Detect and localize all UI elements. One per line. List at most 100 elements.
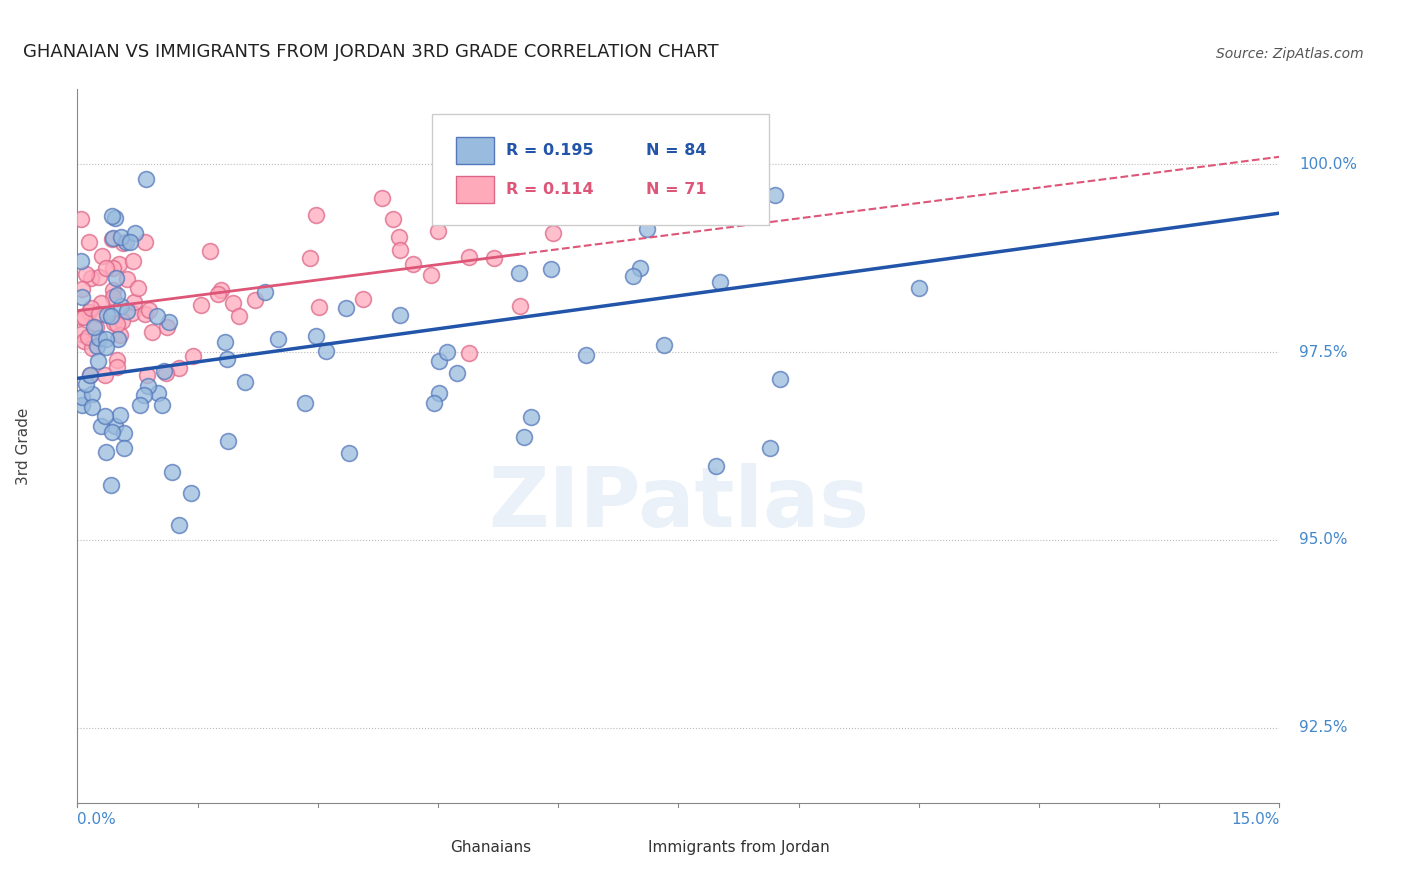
Point — [190, 298, 212, 312]
Point — [72, 398, 94, 412]
Point — [94, 368, 117, 382]
Point — [389, 308, 412, 322]
Point — [150, 399, 173, 413]
Point — [86, 354, 108, 368]
Point — [101, 232, 124, 246]
FancyBboxPatch shape — [411, 840, 444, 864]
Point — [512, 430, 534, 444]
Point — [79, 368, 101, 382]
Point — [145, 310, 167, 324]
Point — [228, 310, 250, 324]
Point — [181, 349, 204, 363]
Point — [167, 361, 190, 376]
Point — [141, 325, 163, 339]
Point — [305, 208, 328, 222]
Point — [243, 293, 266, 307]
Point — [70, 326, 93, 341]
Point — [83, 319, 105, 334]
Point — [112, 236, 135, 251]
Point — [509, 299, 531, 313]
Point — [134, 307, 156, 321]
Point — [337, 446, 360, 460]
Point — [155, 366, 177, 380]
Point — [77, 305, 100, 319]
Point — [160, 465, 183, 479]
Text: R = 0.195: R = 0.195 — [506, 143, 595, 158]
Point — [70, 390, 93, 404]
Point — [138, 379, 160, 393]
Point — [70, 310, 93, 324]
Point — [108, 408, 131, 422]
Point — [315, 344, 337, 359]
Point — [636, 222, 658, 236]
Point — [93, 409, 115, 423]
Point — [122, 295, 145, 310]
Point — [90, 419, 112, 434]
Point — [101, 209, 124, 223]
Point — [628, 261, 651, 276]
Point — [105, 317, 128, 331]
Point — [96, 445, 118, 459]
Point — [79, 368, 101, 382]
Point — [427, 385, 450, 400]
Point — [389, 243, 412, 257]
Point — [200, 244, 222, 258]
Point — [75, 267, 97, 281]
Bar — [456, 177, 495, 203]
Point — [305, 328, 328, 343]
Point — [207, 286, 229, 301]
Point — [108, 257, 131, 271]
Point — [138, 303, 160, 318]
Point — [101, 290, 124, 304]
Point — [136, 368, 159, 382]
Point — [436, 345, 458, 359]
Point — [120, 235, 142, 250]
FancyBboxPatch shape — [609, 840, 643, 864]
Point — [89, 269, 111, 284]
Point — [129, 398, 152, 412]
Point — [103, 284, 125, 298]
Point — [110, 314, 132, 328]
Text: Source: ZipAtlas.com: Source: ZipAtlas.com — [1216, 46, 1364, 61]
Point — [267, 332, 290, 346]
Point — [96, 340, 118, 354]
Point — [217, 434, 239, 448]
Point — [575, 348, 598, 362]
Point — [623, 269, 645, 284]
Point — [80, 401, 103, 415]
Point — [86, 320, 108, 334]
Point — [115, 272, 138, 286]
Point — [335, 301, 357, 315]
Point — [77, 235, 100, 249]
Point — [90, 295, 112, 310]
Point — [217, 351, 239, 366]
Point — [115, 303, 138, 318]
Point — [427, 354, 450, 368]
Text: GHANAIAN VS IMMIGRANTS FROM JORDAN 3RD GRADE CORRELATION CHART: GHANAIAN VS IMMIGRANTS FROM JORDAN 3RD G… — [24, 43, 718, 61]
Point — [509, 170, 531, 185]
Text: R = 0.114: R = 0.114 — [506, 182, 595, 197]
Point — [180, 485, 202, 500]
Point — [127, 281, 149, 295]
Point — [382, 211, 405, 226]
Point — [156, 319, 179, 334]
Point — [709, 275, 731, 289]
Point — [167, 517, 190, 532]
Point — [105, 287, 128, 301]
Point — [105, 360, 128, 375]
Point — [70, 282, 93, 296]
Text: 95.0%: 95.0% — [1299, 533, 1348, 548]
Point — [134, 388, 156, 402]
Point — [103, 316, 125, 330]
Point — [70, 290, 93, 304]
Point — [107, 353, 129, 368]
Point — [209, 283, 232, 297]
Point — [108, 328, 131, 343]
Point — [153, 364, 176, 378]
Point — [100, 478, 122, 492]
Text: 97.5%: 97.5% — [1299, 344, 1348, 359]
Point — [107, 332, 129, 346]
Text: 0.0%: 0.0% — [77, 812, 117, 827]
Point — [908, 281, 931, 295]
Point — [77, 330, 100, 344]
